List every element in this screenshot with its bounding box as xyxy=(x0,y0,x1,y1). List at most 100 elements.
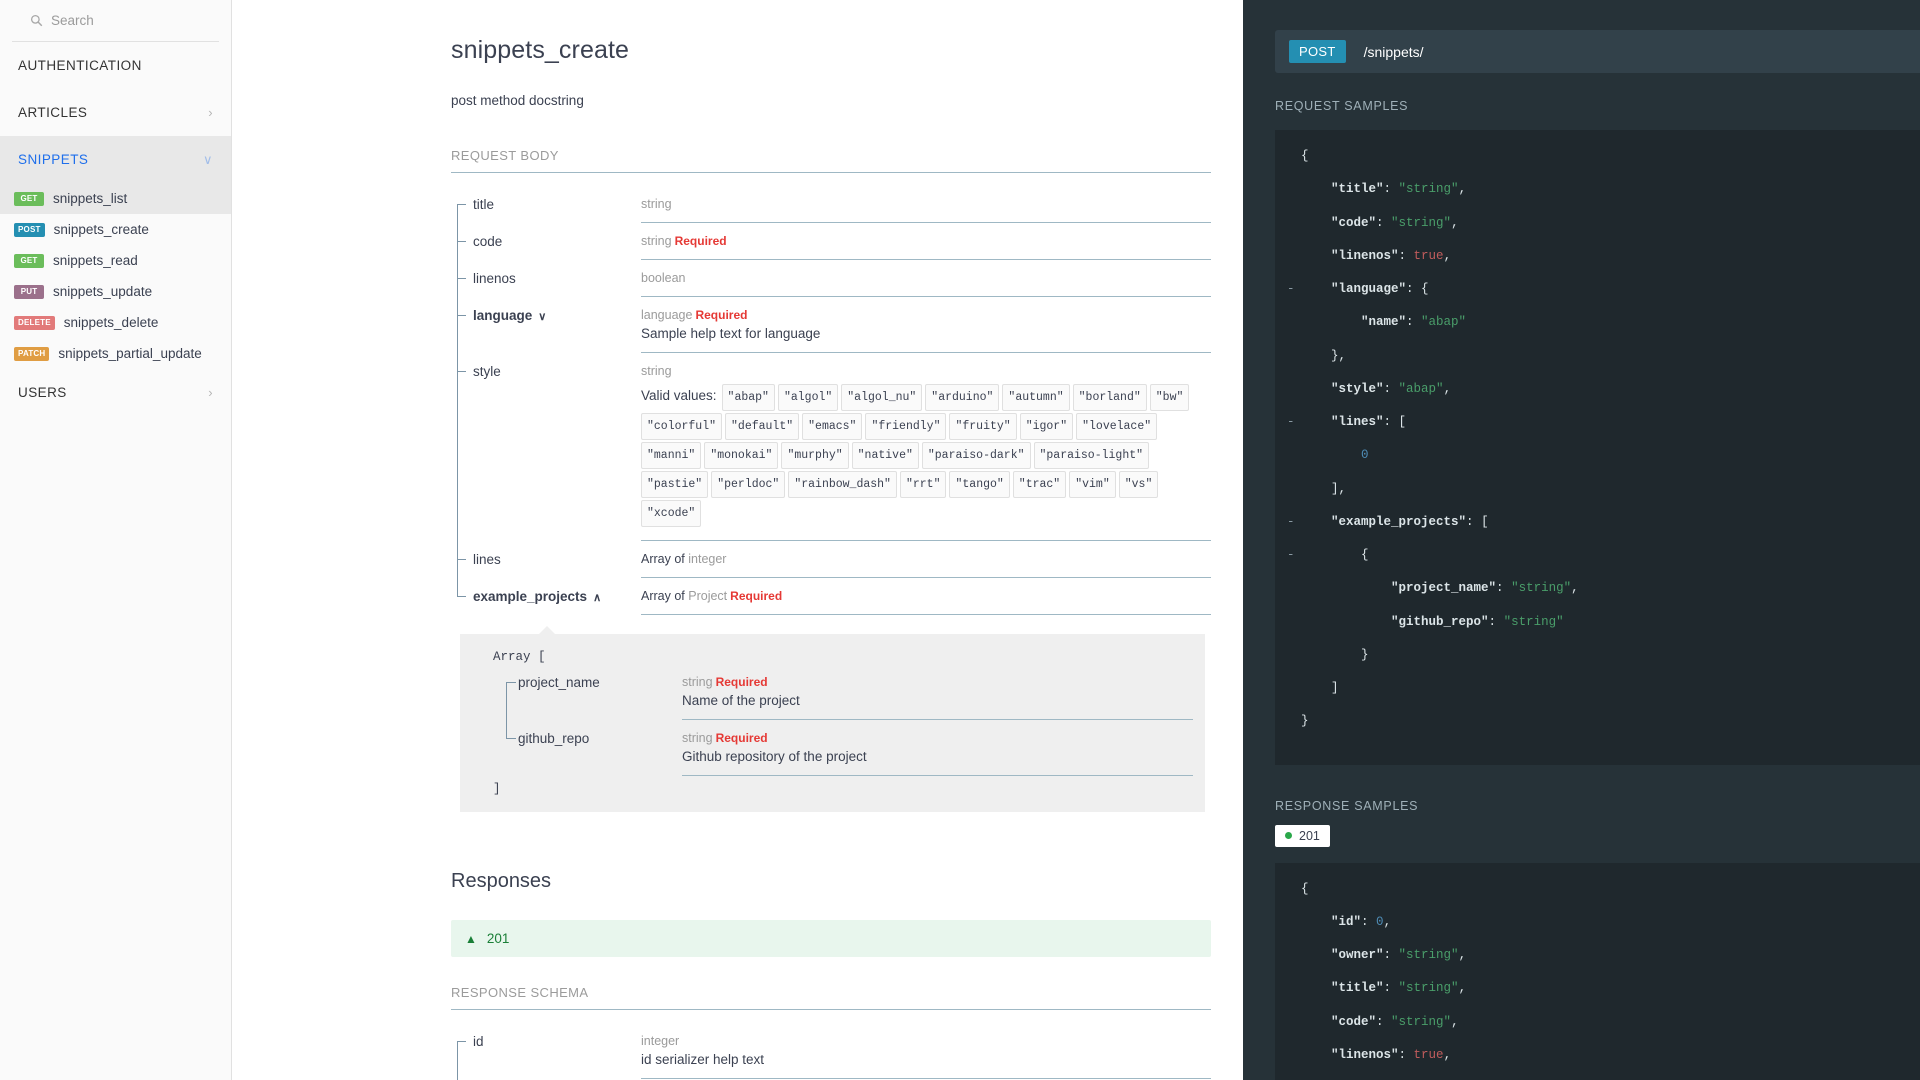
code-token: 0 xyxy=(1361,448,1369,463)
code-line: "github_repo": "string" xyxy=(1287,614,1920,631)
code-token: , xyxy=(1458,182,1467,197)
code-token: , xyxy=(1338,348,1347,363)
field-name: id xyxy=(473,1034,484,1049)
tree-dash xyxy=(457,241,466,242)
code-token: "title" xyxy=(1331,182,1384,197)
search-input[interactable] xyxy=(51,13,203,28)
code-line: - "example_projects": [ xyxy=(1287,514,1920,531)
tree-line xyxy=(457,1041,458,1079)
code-token: : xyxy=(1383,948,1399,962)
sidebar-group-articles[interactable]: ARTICLES › xyxy=(0,89,231,136)
code-token: , xyxy=(1338,481,1347,496)
code-gutter xyxy=(1287,647,1301,664)
tree-dash xyxy=(457,371,466,372)
sidebar-group-label: SNIPPETS xyxy=(18,152,89,167)
field-description: id serializer help text xyxy=(641,1052,765,1067)
field-type: string xyxy=(682,731,713,745)
collapse-toggle-icon[interactable]: - xyxy=(1287,282,1295,296)
status-dot-icon xyxy=(1285,832,1292,839)
code-token: : xyxy=(1383,182,1399,197)
code-token: } xyxy=(1361,647,1369,662)
field-name-cell: code xyxy=(451,223,641,260)
sidebar-item-snippets_read[interactable]: GET snippets_read xyxy=(0,245,231,276)
enum-chip: "fruity" xyxy=(949,413,1017,440)
code-token: "code" xyxy=(1331,1014,1377,1029)
response-status-label: 201 xyxy=(1299,828,1320,843)
sidebar-item-label: snippets_partial_update xyxy=(58,346,202,361)
code-token: ] xyxy=(1331,481,1339,496)
code-token: "string" xyxy=(1398,981,1459,996)
code-gutter xyxy=(1287,1047,1301,1064)
sidebar: AUTHENTICATION ARTICLES › SNIPPETS ∨ GET snipp… xyxy=(0,0,232,1080)
code-line: ] xyxy=(1287,680,1920,697)
enum-chip: "arduino" xyxy=(925,384,1000,411)
enum-chip: "manni" xyxy=(641,442,702,469)
field-name: title xyxy=(473,197,495,212)
sidebar-item-snippets_update[interactable]: PUT snippets_update xyxy=(0,276,231,307)
code-line: "linenos": true, xyxy=(1287,1047,1920,1064)
method-badge-get: GET xyxy=(14,191,44,206)
code-token: , xyxy=(1443,1047,1452,1062)
code-token: "lines" xyxy=(1331,415,1384,429)
field-type-cell: string Required Name of the project xyxy=(682,664,1193,720)
sidebar-item-snippets_partial_update[interactable]: PATCH snippets_partial_update xyxy=(0,338,231,369)
schema-row: linenos boolean xyxy=(451,260,1211,297)
sidebar-item-snippets_delete[interactable]: DELETE snippets_delete xyxy=(0,307,231,338)
tree-line xyxy=(506,682,507,720)
sidebar-group-snippets[interactable]: SNIPPETS ∨ xyxy=(0,136,231,183)
code-token: "string" xyxy=(1391,1014,1452,1029)
field-name: linenos xyxy=(473,271,516,286)
field-name-cell: language ∨ xyxy=(451,297,641,353)
code-gutter xyxy=(1287,580,1301,597)
search-box[interactable] xyxy=(12,0,219,42)
code-line: "project_name": "string", xyxy=(1287,580,1920,597)
code-token: "abap" xyxy=(1398,381,1444,396)
response-status-code: 201 xyxy=(486,931,510,946)
method-badge-get: GET xyxy=(14,253,44,268)
enum-chip: "lovelace" xyxy=(1076,413,1158,440)
schema-row: style string Valid values: "abap" "algol" "al… xyxy=(451,353,1211,541)
sidebar-item-snippets_list[interactable]: GET snippets_list xyxy=(0,183,231,214)
enum-chip: "friendly" xyxy=(865,413,947,440)
collapse-toggle-icon[interactable]: - xyxy=(1287,514,1295,529)
field-name-cell: id xyxy=(451,1023,641,1079)
collapse-toggle-icon[interactable]: - xyxy=(1287,415,1295,429)
responses-heading: Responses xyxy=(451,870,552,892)
code-line: } xyxy=(1287,647,1920,664)
sidebar-group-users[interactable]: USERS › xyxy=(0,369,231,416)
field-type-cell: language Required Sample help text for lan… xyxy=(641,297,1211,353)
code-token: , xyxy=(1443,381,1452,396)
sidebar-group-label: ARTICLES xyxy=(18,105,88,120)
code-line: - "lines": [ xyxy=(1287,414,1920,431)
response-sample-code[interactable]: { "id": 0, "owner": "string", "title": "… xyxy=(1275,862,1920,1080)
chevron-down-icon[interactable]: ∨ xyxy=(538,310,547,323)
code-token: , xyxy=(1451,1014,1459,1029)
collapse-toggle-icon[interactable]: - xyxy=(1287,548,1295,562)
enum-chip: "abap" xyxy=(721,384,775,411)
code-line: { xyxy=(1287,881,1920,898)
tree-dash xyxy=(457,1041,466,1042)
chevron-up-icon[interactable]: ∧ xyxy=(593,591,602,604)
code-gutter xyxy=(1287,248,1301,265)
endpoint-selector[interactable]: POST /snippets/ ∨ xyxy=(1275,30,1920,73)
code-line: "style": "abap", xyxy=(1287,381,1920,398)
chevron-up-icon: ▲ xyxy=(465,931,477,946)
field-type: string xyxy=(641,197,672,211)
sidebar-item-snippets_create[interactable]: POST snippets_create xyxy=(0,214,231,245)
code-token: , xyxy=(1458,948,1467,962)
code-gutter xyxy=(1287,215,1301,232)
enum-chip: "tango" xyxy=(949,471,1010,498)
field-name-cell: lines xyxy=(451,541,641,578)
response-status-tab-201[interactable]: 201 xyxy=(1275,824,1330,847)
request-sample-code[interactable]: { "title": "string", "code": "string", "… xyxy=(1275,130,1920,765)
field-type-cell: string Valid values: "abap" "algol" "algol_n… xyxy=(641,353,1211,541)
tree-dash xyxy=(457,315,466,316)
response-201-bar[interactable]: ▲ 201 xyxy=(451,920,1211,957)
code-token: , xyxy=(1571,581,1579,596)
sidebar-group-authentication[interactable]: AUTHENTICATION xyxy=(0,42,231,89)
code-token: : xyxy=(1383,981,1399,996)
sidebar-item-label: snippets_list xyxy=(53,191,128,206)
main-content: snippets_create post method docstring RE… xyxy=(232,0,1920,1080)
